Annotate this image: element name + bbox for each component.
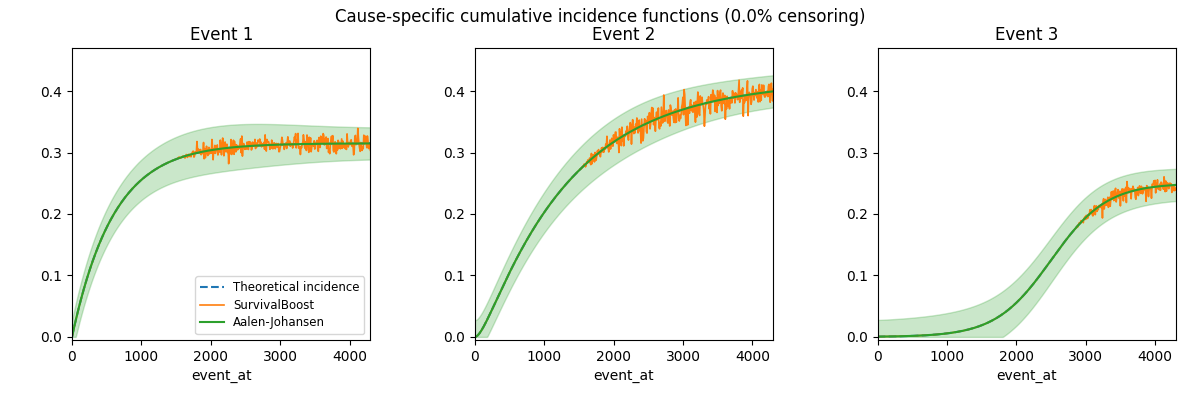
Theoretical incidence: [227, 145, 241, 150]
Title: Event 1: Event 1: [190, 26, 253, 44]
SurvivalBoost: [870, 334, 884, 339]
Line: Theoretical incidence: Theoretical incidence: [72, 144, 371, 337]
Aalen-Johansen: [712, 98, 726, 102]
SurvivalBoost: [1012, 298, 1026, 302]
Aalen-Johansen: [1169, 182, 1183, 187]
SurvivalBoost: [1169, 185, 1183, 190]
SurvivalBoost: [364, 148, 378, 153]
SurvivalBoost: [766, 87, 780, 92]
Aalen-Johansen: [209, 147, 223, 152]
SurvivalBoost: [1048, 252, 1062, 257]
Theoretical incidence: [629, 126, 643, 131]
Aalen-Johansen: [758, 90, 773, 95]
Aalen-Johansen: [242, 144, 257, 148]
Theoretical incidence: [242, 144, 257, 148]
Aalen-Johansen: [65, 334, 79, 339]
SurvivalBoost: [65, 334, 79, 339]
Aalen-Johansen: [310, 142, 324, 146]
Theoretical incidence: [611, 136, 625, 141]
Aalen-Johansen: [364, 141, 378, 146]
Line: Theoretical incidence: Theoretical incidence: [877, 185, 1176, 337]
SurvivalBoost: [227, 138, 241, 143]
Line: Aalen-Johansen: Aalen-Johansen: [72, 144, 371, 337]
Aalen-Johansen: [610, 138, 624, 142]
Theoretical incidence: [646, 118, 660, 123]
Aalen-Johansen: [468, 334, 482, 339]
Theoretical incidence: [758, 90, 773, 95]
Theoretical incidence: [610, 138, 624, 142]
Aalen-Johansen: [1162, 183, 1176, 188]
Aalen-Johansen: [646, 118, 660, 123]
SurvivalBoost: [629, 126, 643, 131]
SurvivalBoost: [1157, 174, 1171, 179]
Theoretical incidence: [310, 142, 324, 146]
Aalen-Johansen: [1014, 296, 1028, 300]
SurvivalBoost: [356, 133, 371, 138]
SurvivalBoost: [209, 151, 223, 156]
Line: Theoretical incidence: Theoretical incidence: [475, 91, 773, 337]
Theoretical incidence: [356, 141, 371, 146]
SurvivalBoost: [1163, 182, 1177, 186]
Aalen-Johansen: [1032, 274, 1046, 279]
SurvivalBoost: [610, 140, 624, 145]
Line: SurvivalBoost: SurvivalBoost: [877, 177, 1176, 337]
Theoretical incidence: [468, 334, 482, 339]
Line: Aalen-Johansen: Aalen-Johansen: [877, 185, 1176, 337]
Text: Cause-specific cumulative incidence functions (0.0% censoring): Cause-specific cumulative incidence func…: [335, 8, 865, 26]
Theoretical incidence: [712, 98, 726, 102]
SurvivalBoost: [732, 78, 746, 82]
Title: Event 3: Event 3: [995, 26, 1058, 44]
Aalen-Johansen: [870, 334, 884, 339]
SurvivalBoost: [760, 92, 774, 97]
Theoretical incidence: [206, 147, 221, 152]
Aalen-Johansen: [227, 145, 241, 150]
Theoretical incidence: [1012, 298, 1026, 302]
Aalen-Johansen: [1115, 192, 1129, 197]
Aalen-Johansen: [766, 89, 780, 94]
Theoretical incidence: [1115, 192, 1129, 197]
Line: Aalen-Johansen: Aalen-Johansen: [475, 91, 773, 337]
Theoretical incidence: [870, 334, 884, 339]
Theoretical incidence: [1048, 252, 1062, 257]
SurvivalBoost: [1115, 186, 1129, 191]
SurvivalBoost: [1032, 274, 1046, 279]
Theoretical incidence: [65, 334, 79, 339]
Aalen-Johansen: [611, 136, 625, 141]
Aalen-Johansen: [1012, 298, 1026, 302]
X-axis label: event_at: event_at: [594, 369, 654, 383]
Aalen-Johansen: [356, 141, 371, 146]
SurvivalBoost: [611, 138, 625, 142]
Line: SurvivalBoost: SurvivalBoost: [475, 80, 773, 337]
SurvivalBoost: [310, 139, 324, 144]
Aalen-Johansen: [1048, 252, 1062, 257]
SurvivalBoost: [242, 142, 257, 147]
Aalen-Johansen: [206, 147, 221, 152]
Theoretical incidence: [1169, 182, 1183, 187]
Theoretical incidence: [364, 141, 378, 146]
SurvivalBoost: [468, 334, 482, 339]
SurvivalBoost: [712, 101, 726, 106]
X-axis label: event_at: event_at: [996, 369, 1057, 383]
Theoretical incidence: [1162, 183, 1176, 188]
Aalen-Johansen: [629, 126, 643, 131]
Line: SurvivalBoost: SurvivalBoost: [72, 128, 371, 337]
X-axis label: event_at: event_at: [191, 369, 252, 383]
SurvivalBoost: [1014, 296, 1028, 300]
Legend: Theoretical incidence, SurvivalBoost, Aalen-Johansen: Theoretical incidence, SurvivalBoost, Aa…: [196, 276, 365, 334]
Theoretical incidence: [766, 89, 780, 94]
Title: Event 2: Event 2: [593, 26, 655, 44]
Theoretical incidence: [1032, 274, 1046, 279]
SurvivalBoost: [350, 126, 365, 131]
Theoretical incidence: [209, 147, 223, 152]
SurvivalBoost: [646, 118, 660, 123]
Theoretical incidence: [1014, 296, 1028, 300]
SurvivalBoost: [206, 146, 221, 151]
